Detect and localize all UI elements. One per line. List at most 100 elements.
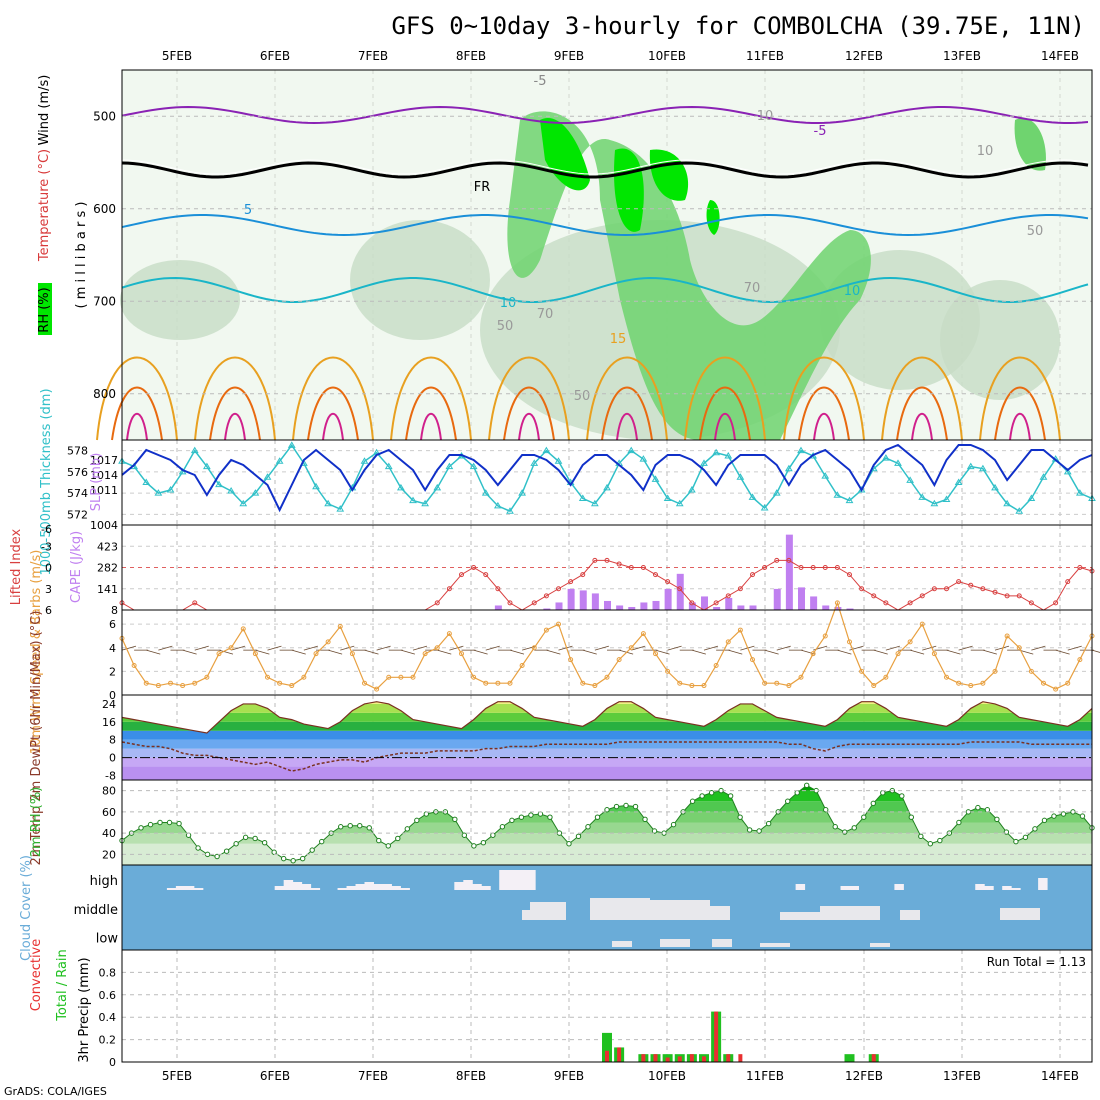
wind-speed-point <box>131 662 137 668</box>
cape-bar <box>604 600 611 610</box>
cloud-high-bar <box>508 870 518 890</box>
wind-speed-point <box>737 627 743 633</box>
thickness-point <box>881 454 890 461</box>
wind-barb <box>958 645 973 651</box>
thickness-point <box>287 441 296 448</box>
wind-speed-point <box>216 651 222 657</box>
rh-point <box>1051 813 1057 819</box>
li-point <box>628 565 634 570</box>
temp-contour-15 <box>586 356 668 441</box>
rh-shade-mid <box>940 280 1060 400</box>
thickness-point <box>821 472 830 479</box>
wind-speed-point <box>1053 686 1059 692</box>
rh-point <box>756 828 762 834</box>
wind-barb <box>776 645 791 651</box>
rh-point <box>290 858 296 864</box>
thickness-point <box>760 504 769 511</box>
li-point <box>871 593 877 599</box>
precip-conv-bar <box>641 1054 646 1062</box>
date-label-bottom: 9FEB <box>554 1069 584 1083</box>
cape-bar <box>628 606 636 610</box>
thickness-point <box>651 475 660 482</box>
li-tick-label: -6 <box>41 523 52 536</box>
precip-tick-label: 0 <box>109 1056 116 1069</box>
precip-tick-label: 0.4 <box>99 1011 117 1024</box>
wind-barb <box>146 649 161 655</box>
cloud-high-bar <box>166 888 177 890</box>
wind-barb <box>922 645 937 651</box>
thickness-point <box>663 494 672 501</box>
wind-barb <box>594 645 609 651</box>
cape-bar <box>822 605 830 610</box>
wind-speed-point <box>640 631 646 637</box>
temp-tick-label: 0 <box>109 752 116 765</box>
thickness-point <box>930 499 939 507</box>
li-point <box>434 600 440 606</box>
precip-conv-bar <box>617 1047 622 1062</box>
rh-point <box>804 782 810 789</box>
date-label-bottom: 8FEB <box>456 1069 486 1083</box>
wind-barb <box>849 645 864 651</box>
temp-contour-25 <box>420 412 442 441</box>
rh-point <box>185 832 192 838</box>
cloud-high-bar <box>463 880 473 890</box>
li-point <box>592 557 598 563</box>
wind-speed-point <box>677 680 683 686</box>
li-point <box>919 593 925 599</box>
chart-title: GFS 0~10day 3-hourly for COMBOLCHA (39.7… <box>391 12 1085 40</box>
rh-point <box>518 814 525 820</box>
wind-barb <box>910 649 925 655</box>
slp-tick-label: 1004 <box>90 519 118 532</box>
cloud-high-bar <box>526 870 536 890</box>
rh-point <box>280 855 287 862</box>
rh-point <box>861 814 867 820</box>
wind-barb <box>340 645 355 651</box>
li-tick-label: 6 <box>45 604 52 617</box>
cape-bar <box>494 605 502 610</box>
wind-speed-point <box>240 626 246 632</box>
li-point <box>750 572 755 578</box>
slp-tick-label: 1017 <box>90 454 118 467</box>
wind-barb <box>1055 649 1070 655</box>
thickness-point <box>906 476 915 483</box>
date-label-top: 12FEB <box>845 49 883 63</box>
li-point <box>810 565 816 570</box>
cloud-high-bar <box>337 888 348 890</box>
temp-tick-label: -8 <box>105 770 116 783</box>
temp-contour-20 <box>601 386 653 441</box>
thickness-point <box>154 489 163 496</box>
cloud-high-bar <box>472 884 482 890</box>
rh-point <box>851 825 857 831</box>
freezing-level-contour <box>121 161 1089 179</box>
wind-barb <box>1019 649 1034 655</box>
li-point <box>931 586 937 592</box>
cloud-high-bar <box>840 886 850 890</box>
wind-speed-point <box>1065 680 1071 686</box>
li-point <box>1028 600 1034 606</box>
thickness-series <box>121 444 1093 513</box>
cloud-high-bar <box>454 882 464 890</box>
cloud-low-bar <box>870 943 890 947</box>
cloud-high-bar <box>391 886 401 890</box>
wind-barb <box>522 645 537 651</box>
rh-point <box>176 820 182 827</box>
rh-point <box>537 811 544 817</box>
date-label-top: 9FEB <box>554 49 584 63</box>
date-label-top: 13FEB <box>943 49 981 63</box>
rh-point <box>984 807 991 813</box>
rh-point <box>899 793 905 799</box>
cloud-high-bar <box>1002 886 1012 890</box>
wind-speed-point <box>277 680 283 686</box>
rh-point <box>623 802 629 809</box>
wind-speed-point <box>180 683 186 689</box>
cloud-high-bar <box>193 888 204 890</box>
rh-point <box>937 837 943 844</box>
li-tick-label: 3 <box>45 583 52 596</box>
cloud-row-label: low <box>96 932 119 947</box>
wind-speed-point <box>895 651 901 657</box>
cloud-middle-bar <box>900 910 920 920</box>
li-point <box>859 586 865 592</box>
date-label-top: 11FEB <box>746 49 784 63</box>
wind-speed-point <box>568 657 574 663</box>
